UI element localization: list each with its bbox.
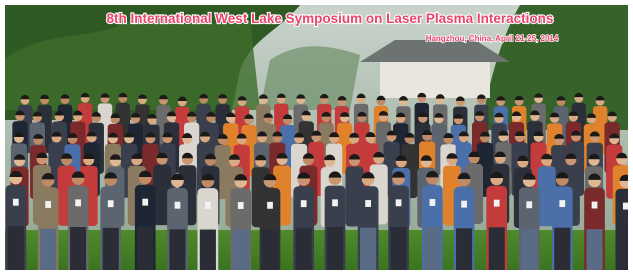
- person-legs: [8, 226, 24, 275]
- person-legs: [424, 227, 440, 275]
- person-legs: [70, 227, 86, 275]
- name-badge: [623, 203, 629, 210]
- person-legs: [489, 227, 505, 275]
- name-badge: [175, 202, 181, 209]
- name-badge: [461, 201, 467, 208]
- name-badge: [142, 199, 148, 206]
- person-legs: [618, 230, 633, 275]
- person-legs: [200, 230, 216, 275]
- person-legs: [40, 229, 56, 275]
- name-badge: [205, 202, 211, 209]
- person-legs: [390, 227, 406, 275]
- name-badge: [396, 199, 402, 206]
- person-legs: [296, 228, 312, 275]
- person-legs: [521, 229, 537, 275]
- person-legs: [169, 229, 185, 275]
- name-badge: [592, 202, 598, 209]
- name-badge: [332, 199, 338, 206]
- person-legs: [586, 229, 602, 275]
- photo-title: 8th International West Lake Symposium on…: [107, 11, 554, 26]
- name-badge: [238, 202, 244, 209]
- name-badge: [526, 201, 532, 208]
- name-badge: [365, 200, 371, 207]
- scene: [5, 5, 633, 275]
- page: 8th International West Lake Symposium on…: [0, 0, 633, 275]
- group-photo: 8th International West Lake Symposium on…: [0, 0, 633, 275]
- name-badge: [75, 199, 81, 206]
- building-wall: [380, 58, 490, 98]
- photo-subtitle: Hangzhou, China, April 21-25, 2014: [426, 34, 559, 43]
- person-legs: [327, 227, 343, 275]
- name-badge: [494, 200, 500, 207]
- name-badge: [559, 200, 565, 207]
- name-badge: [267, 202, 273, 209]
- person-legs: [554, 228, 570, 275]
- person-legs: [233, 230, 249, 275]
- person-legs: [456, 228, 472, 275]
- name-badge: [108, 200, 114, 207]
- name-badge: [45, 201, 51, 208]
- person-legs: [103, 228, 119, 275]
- name-badge: [13, 199, 19, 206]
- name-badge: [301, 200, 307, 207]
- name-badge: [430, 199, 436, 206]
- person-legs: [137, 226, 153, 275]
- person-legs: [360, 228, 376, 275]
- person-legs: [262, 229, 278, 275]
